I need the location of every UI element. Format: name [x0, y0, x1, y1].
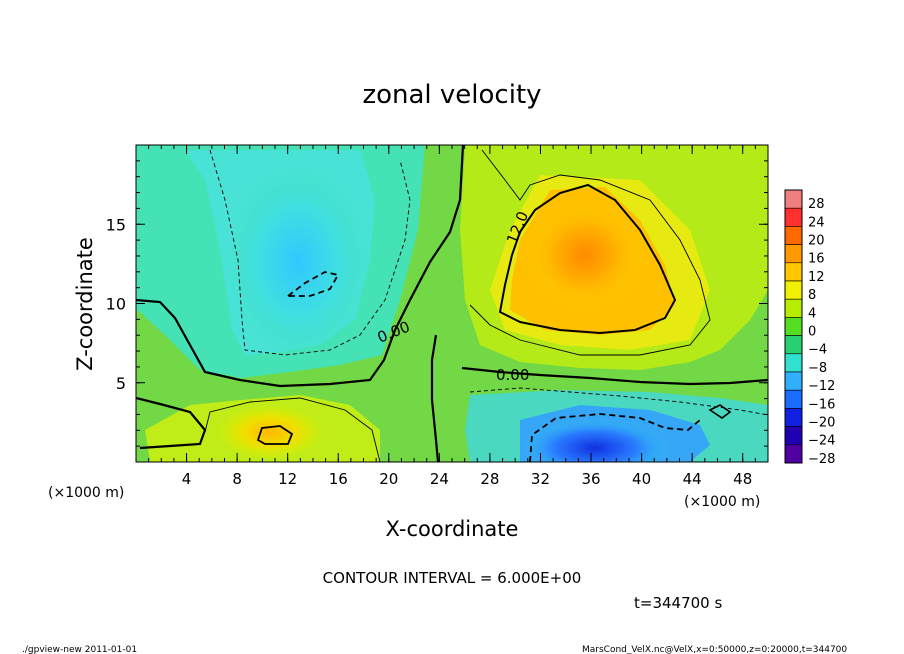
colorbar-swatch: [784, 371, 803, 391]
contour-label-zero-middle: 0.00: [496, 366, 529, 384]
x-axis-label: X-coordinate: [386, 517, 519, 541]
colorbar-label: 24: [808, 215, 825, 230]
orange-core: [525, 200, 645, 310]
time-text: t=344700 s: [634, 594, 722, 612]
colorbar-label: −28: [808, 452, 835, 467]
zero-contour-lower: [430, 334, 440, 462]
colorbar-label: 8: [808, 288, 816, 303]
colorbar-swatch: [784, 189, 803, 209]
colorbar-label: −4: [808, 343, 827, 358]
colorbar-swatch: [784, 226, 803, 245]
x-tick-label: 4: [182, 470, 192, 488]
colorbar: 28 24 20 16 12 8 4 0 −4 −8 −12 −16 −20 −24 −28: [784, 189, 835, 467]
x-unit-left: (×1000 m): [48, 485, 124, 501]
zero-contour-middle: [461, 366, 768, 386]
negative-contour-6-lower-right: [469, 387, 768, 416]
x-tick-label: 16: [329, 470, 348, 488]
colorbar-label: 0: [808, 325, 816, 340]
colorbar-label: 28: [808, 197, 825, 212]
plot-area: [136, 145, 768, 462]
x-tick-label: 20: [379, 470, 398, 488]
colorbar-frame: [784, 189, 803, 464]
colorbar-label: −20: [808, 416, 835, 431]
colorbar-swatch: [784, 244, 803, 264]
positive-contour-12: [498, 183, 677, 335]
yellow-core-lower-left: [215, 404, 325, 460]
x-tick-label: 12: [278, 470, 297, 488]
colorbar-swatch: [784, 389, 803, 409]
positive-contour-6-right: [469, 149, 711, 356]
colorbar-swatch: [784, 280, 803, 300]
x-tick-label: 36: [581, 470, 600, 488]
negative-contour-12-upper: [285, 271, 340, 297]
colorbar-swatch: [784, 353, 803, 373]
colorbar-label: 20: [808, 234, 825, 249]
y-axis-label: Z-coordinate: [73, 237, 97, 371]
y-tick-label: 10: [106, 295, 126, 314]
chart-title: zonal velocity: [362, 80, 541, 110]
negative-contour-6-left: [209, 149, 411, 356]
x-tick-label: 44: [683, 470, 702, 488]
colorbar-swatch: [784, 298, 803, 318]
colorbar-label: −16: [808, 397, 835, 412]
negative-contour-12-lower: [529, 413, 701, 462]
y-unit-right: (×1000 m): [684, 494, 760, 510]
x-tick-label: 32: [531, 470, 550, 488]
axis-ticks: [135, 144, 769, 463]
colorbar-swatch: [784, 444, 803, 464]
y-tick-label: 5: [116, 374, 126, 393]
colorbar-swatch: [784, 408, 803, 427]
blue-core: [520, 418, 670, 462]
zero-contour-bottom-left: [136, 396, 207, 450]
positive-contour-6-lower-left: [204, 397, 381, 462]
contour-interval-text: CONTOUR INTERVAL = 6.000E+00: [323, 569, 582, 587]
colorbar-label: 16: [808, 252, 825, 267]
footer-right-text: MarsCond_VelX.nc@VelX,x=0:50000,z=0:2000…: [582, 645, 847, 654]
colorbar-label: −8: [808, 361, 827, 376]
colorbar-swatch: [784, 207, 803, 227]
colorbar-swatch: [784, 335, 803, 355]
zero-contour-left: [136, 145, 465, 388]
colorbar-label: 12: [808, 270, 825, 285]
positive-contour-6-lower-left: [256, 425, 294, 445]
colorbar-swatch: [784, 317, 803, 336]
colorbar-label: −24: [808, 434, 835, 449]
y-tick-label: 15: [106, 215, 126, 234]
colorbar-swatch: [784, 426, 803, 446]
colorbar-label: −12: [808, 379, 835, 394]
x-tick-label: 8: [232, 470, 242, 488]
x-tick-label: 40: [632, 470, 651, 488]
footer-left-text: ./gpview-new 2011-01-01: [22, 645, 137, 654]
cyan-core: [228, 167, 368, 357]
colorbar-label: 4: [808, 306, 816, 321]
colorbar-swatch: [784, 262, 803, 282]
x-tick-label: 48: [733, 470, 752, 488]
contour-lines: [136, 145, 768, 462]
x-tick-label: 28: [480, 470, 499, 488]
x-tick-label: 24: [430, 470, 449, 488]
small-contour-ring: [708, 404, 732, 419]
